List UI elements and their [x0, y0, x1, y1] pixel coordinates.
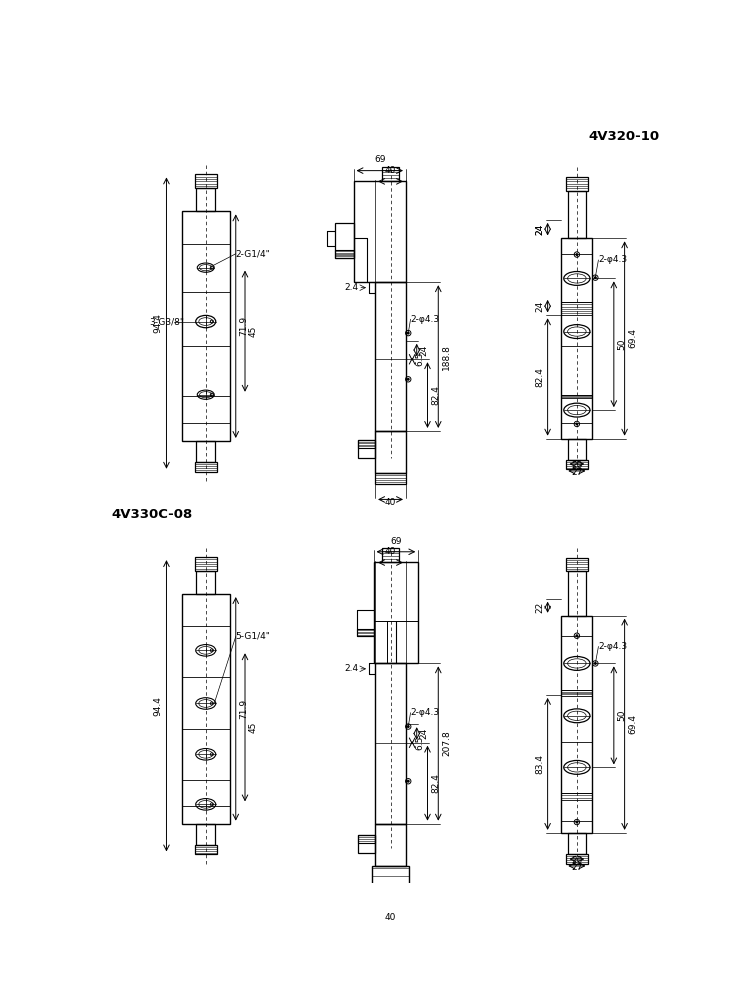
Text: 2.4: 2.4 — [344, 665, 358, 674]
Text: 207.8: 207.8 — [442, 731, 451, 756]
Text: 45: 45 — [248, 721, 257, 733]
Text: 45: 45 — [248, 325, 257, 337]
Bar — [568, 571, 586, 616]
Bar — [195, 558, 217, 571]
Text: 40: 40 — [385, 548, 396, 557]
Text: 188.8: 188.8 — [442, 343, 451, 370]
Bar — [562, 616, 592, 833]
Text: 69: 69 — [390, 537, 402, 546]
Text: 24: 24 — [420, 728, 429, 739]
Text: 24: 24 — [536, 301, 544, 311]
Bar — [568, 0, 586, 460]
Bar — [182, 211, 230, 440]
Bar — [358, 835, 375, 853]
Circle shape — [576, 424, 578, 425]
Bar — [335, 223, 353, 258]
Bar — [382, 167, 399, 181]
Bar — [566, 558, 588, 571]
Text: 82.4: 82.4 — [431, 385, 440, 405]
Text: 94.4: 94.4 — [154, 695, 163, 715]
Text: 27: 27 — [572, 863, 583, 872]
Bar — [375, 664, 406, 823]
Bar — [382, 548, 399, 561]
Text: 4V320-10: 4V320-10 — [589, 130, 659, 143]
Bar — [375, 473, 406, 484]
Text: 3-G3/8": 3-G3/8" — [149, 317, 184, 326]
Bar — [374, 893, 407, 905]
Text: 20: 20 — [572, 461, 583, 470]
Bar — [196, 440, 215, 462]
Text: 24: 24 — [420, 344, 429, 356]
Text: 22: 22 — [536, 601, 544, 613]
Text: 69.4: 69.4 — [628, 328, 638, 348]
Text: 69: 69 — [374, 156, 386, 165]
Bar — [568, 438, 586, 460]
Text: 2-φ4.3: 2-φ4.3 — [410, 708, 440, 717]
Circle shape — [407, 781, 409, 782]
Bar — [358, 440, 375, 447]
Text: 4V330C-08: 4V330C-08 — [111, 508, 192, 521]
Text: 69.4: 69.4 — [628, 714, 638, 734]
Text: 82.4: 82.4 — [536, 367, 544, 387]
Bar — [196, 188, 215, 211]
Circle shape — [576, 821, 578, 822]
Text: 2-φ4.3: 2-φ4.3 — [598, 642, 628, 651]
Circle shape — [576, 254, 578, 255]
Bar — [568, 190, 586, 238]
Text: 24: 24 — [536, 223, 544, 235]
Text: 20: 20 — [572, 856, 583, 865]
Bar — [562, 395, 592, 398]
Text: 40: 40 — [385, 167, 396, 176]
Bar — [195, 845, 217, 854]
Text: 2-φ4.3: 2-φ4.3 — [598, 256, 628, 265]
Circle shape — [407, 379, 409, 380]
Bar — [335, 250, 353, 258]
Bar — [195, 462, 217, 472]
Circle shape — [595, 663, 596, 665]
Bar — [358, 440, 375, 458]
Text: 2-G1/4": 2-G1/4" — [236, 249, 271, 258]
Bar — [353, 181, 406, 283]
Bar — [568, 833, 586, 854]
Bar — [562, 238, 592, 438]
Bar — [375, 283, 406, 431]
Text: 6.5: 6.5 — [416, 352, 424, 366]
Text: 2-φ4.3: 2-φ4.3 — [410, 314, 440, 323]
Text: 27: 27 — [572, 468, 583, 477]
Bar — [562, 690, 592, 695]
Text: 82.4: 82.4 — [431, 773, 440, 793]
Bar — [566, 854, 588, 864]
Text: 5-G1/4": 5-G1/4" — [236, 632, 271, 641]
Bar — [377, 431, 404, 473]
Text: 83.4: 83.4 — [536, 754, 544, 774]
Bar — [357, 629, 374, 637]
Bar — [375, 431, 406, 473]
Text: 2.4: 2.4 — [344, 283, 358, 293]
Text: 94.4: 94.4 — [154, 313, 163, 333]
Text: 50: 50 — [618, 338, 627, 350]
Bar — [562, 303, 592, 315]
Bar — [182, 594, 230, 823]
Bar — [375, 823, 406, 866]
Circle shape — [576, 635, 578, 637]
Circle shape — [595, 277, 596, 279]
Bar — [358, 835, 375, 843]
Bar — [195, 175, 217, 188]
Text: 40: 40 — [385, 498, 396, 507]
Bar — [566, 177, 588, 190]
Text: 50: 50 — [618, 709, 627, 721]
Bar — [562, 793, 592, 801]
Bar — [196, 823, 215, 845]
Bar — [374, 561, 419, 664]
Text: 24: 24 — [536, 223, 544, 235]
Text: 71.9: 71.9 — [238, 698, 248, 719]
Bar — [196, 571, 215, 594]
Circle shape — [407, 332, 409, 334]
Text: 40: 40 — [385, 914, 396, 923]
Bar — [566, 460, 588, 469]
Circle shape — [407, 726, 409, 727]
Text: 6.5: 6.5 — [416, 735, 424, 750]
Text: 71.9: 71.9 — [238, 316, 248, 336]
Bar — [372, 866, 409, 893]
